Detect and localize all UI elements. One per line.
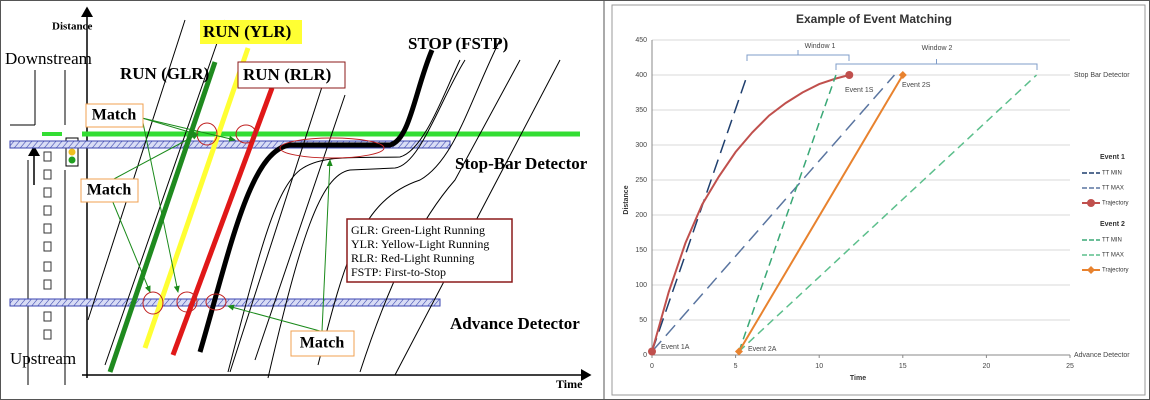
lane-markings: [43, 151, 52, 340]
axis-label: Time: [556, 377, 583, 391]
series-line: [738, 74, 1038, 353]
annotation: Event 1S: [845, 87, 874, 94]
y-tick-label: 300: [635, 142, 647, 149]
annotation: Advance Detector: [1074, 352, 1130, 359]
series-line: [738, 74, 904, 353]
legend-label: TT MAX: [1102, 186, 1124, 192]
match-label: Match: [87, 182, 132, 199]
match-arrows: [111, 117, 333, 332]
axis-label: Distance: [52, 21, 92, 33]
marker: [845, 71, 854, 79]
annotation: Event 2A: [748, 346, 777, 353]
legend-label: Trajectory: [1102, 268, 1128, 274]
y-tick-label: 0: [643, 352, 647, 359]
y-tick-label: 50: [639, 317, 647, 324]
series-line: [738, 74, 837, 352]
y-tick-label: 400: [635, 72, 647, 79]
x-tick-label: 5: [734, 363, 738, 370]
legend-label: TT MAX: [1102, 253, 1124, 259]
window-bracket: [835, 59, 1038, 70]
y-tick-label: 200: [635, 212, 647, 219]
legend-label: Trajectory: [1102, 201, 1128, 207]
y-tick-label: 350: [635, 107, 647, 114]
match-label: Match: [300, 335, 345, 352]
marker: [648, 347, 656, 356]
annotation: Stop Bar Detector: [1074, 72, 1130, 79]
annotation: Event 1A: [661, 344, 690, 351]
legend-entry: GLR: Green-Light Running: [351, 223, 485, 237]
legend-label: TT MIN: [1102, 238, 1122, 244]
x-tick-label: 20: [983, 363, 991, 370]
marker: [1087, 266, 1095, 274]
legend-entry: RLR: Red-Light Running: [351, 251, 474, 265]
x-tick-label: 15: [899, 363, 907, 370]
label: RUN (RLR): [243, 65, 331, 84]
annotation: Window 2: [922, 45, 953, 52]
label: Upstream: [10, 349, 76, 368]
y-axis-label: Distance: [623, 185, 630, 214]
series-line: [651, 74, 850, 352]
x-tick-label: 0: [650, 363, 654, 370]
label: Advance Detector: [450, 314, 580, 333]
label: Downstream: [5, 49, 92, 68]
chart-title: Example of Event Matching: [796, 12, 952, 26]
y-tick-label: 250: [635, 177, 647, 184]
trajectories: [87, 19, 561, 379]
legend-box: [346, 218, 513, 283]
legend-group: Event 2: [1100, 221, 1125, 228]
marker: [1087, 199, 1095, 207]
label: Stop-Bar Detector: [455, 154, 588, 173]
series-line: [651, 74, 749, 352]
series-line: [651, 74, 896, 352]
highlight: [200, 20, 302, 44]
marker: [734, 347, 743, 356]
label: RUN (YLR): [203, 22, 291, 41]
chart-frame: [611, 4, 1146, 396]
diagram: Distance Time: [5, 6, 592, 391]
window-bracket: [746, 50, 850, 61]
legend-entry: FSTP: First-to-Stop: [351, 265, 446, 279]
annotation: Window 1: [805, 43, 836, 50]
match-label: Match: [92, 107, 137, 124]
x-tick-label: 10: [815, 363, 823, 370]
match-box: [80, 178, 139, 203]
legend-group: Event 1: [1100, 154, 1125, 161]
road: [10, 70, 66, 385]
legend-entry: YLR: Yellow-Light Running: [351, 237, 489, 251]
y-tick-label: 450: [635, 37, 647, 44]
match-box: [85, 103, 144, 128]
y-tick-label: 100: [635, 282, 647, 289]
legend-label: TT MIN: [1102, 171, 1122, 177]
match-box: [290, 330, 355, 357]
label-box: [237, 61, 346, 89]
label: RUN (GLR): [120, 64, 209, 83]
annotation: Event 2S: [902, 82, 931, 89]
chart: Example of Event Matching Time Distance …: [623, 12, 1130, 382]
x-tick-label: 25: [1066, 363, 1074, 370]
label: STOP (FSTP): [408, 34, 508, 53]
y-tick-label: 150: [635, 247, 647, 254]
marker: [898, 71, 907, 79]
fstp-line: [197, 49, 435, 353]
x-axis-label: Time: [850, 375, 866, 382]
